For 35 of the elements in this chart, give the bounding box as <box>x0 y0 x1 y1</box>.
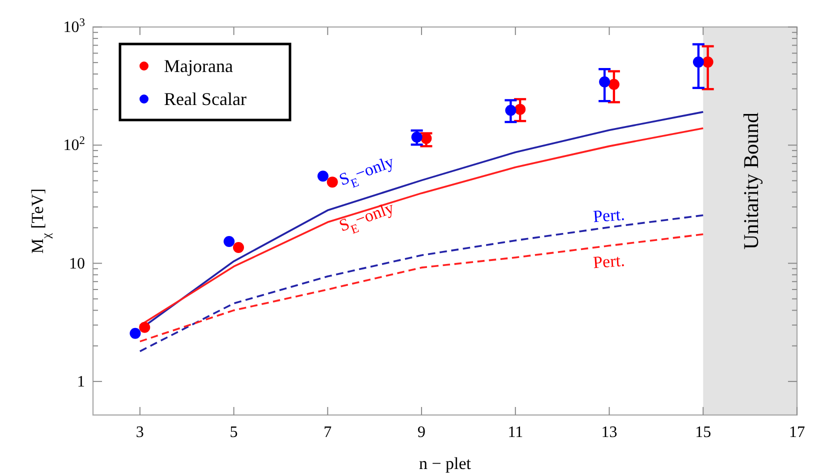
point <box>702 56 714 68</box>
point <box>411 132 422 143</box>
line-series <box>139 233 704 342</box>
point <box>608 78 620 90</box>
x-tick-label: 17 <box>789 424 805 441</box>
y-tick-label: 1 <box>77 373 85 390</box>
x-tick-label: 7 <box>324 424 332 441</box>
annotation: S$_{E}$−only <box>336 152 397 191</box>
point <box>420 132 432 144</box>
x-tick-label: 15 <box>695 424 712 441</box>
point <box>514 104 526 115</box>
y-tick-label: 10$^{3}$ <box>63 17 86 36</box>
legend-label: Real Scalar <box>164 89 246 109</box>
point <box>692 56 704 68</box>
x-axis-title: n − plet <box>418 454 472 473</box>
point <box>224 236 235 247</box>
x-tick-label: 11 <box>508 424 524 441</box>
y-tick-label: 10 <box>69 255 85 272</box>
point <box>139 322 150 333</box>
point <box>317 170 328 182</box>
y-tick-label: 10$^{2}$ <box>63 135 86 154</box>
x-tick-label: 3 <box>136 424 144 441</box>
annotation: Pert. <box>592 204 626 226</box>
annotation: Pert. <box>592 250 626 272</box>
point <box>232 242 244 254</box>
band-label: Unitarity Bound <box>739 112 764 250</box>
x-tick-label: 13 <box>601 424 618 441</box>
annotation: S$_{E}$−only <box>336 198 397 237</box>
legend-label: Majorana <box>164 56 233 76</box>
x-tick-label: 9 <box>418 424 426 441</box>
point <box>599 76 610 88</box>
point <box>130 328 141 339</box>
point <box>505 104 516 116</box>
point <box>326 176 338 188</box>
x-tick-label: 5 <box>230 424 238 441</box>
